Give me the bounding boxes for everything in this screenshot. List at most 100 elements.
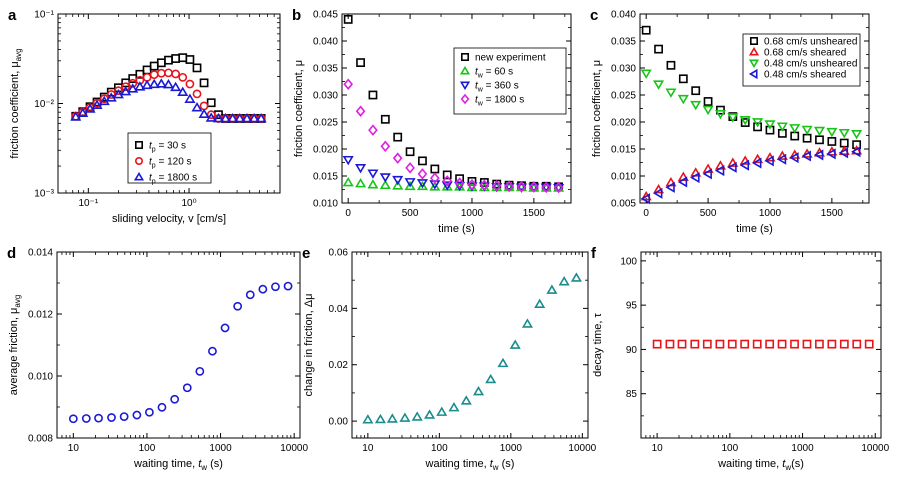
legend-entry: 0.48 cm/s unsheared (764, 59, 857, 70)
legend: tp = 30 s tp = 120 s tp = 1800 s (127, 132, 212, 186)
legend-marker (135, 141, 144, 150)
y-tick-label: 10⁻¹ (34, 10, 54, 21)
data-point (212, 112, 225, 123)
data-point (777, 339, 787, 349)
data-point (665, 181, 675, 193)
y-tick-label: 0.010 (28, 372, 53, 383)
x-axis-label: waiting time, tw (s) (133, 458, 223, 472)
data-point (149, 61, 159, 71)
x-tick-label: 100 (139, 443, 156, 454)
data-point (392, 152, 403, 164)
data-point (790, 131, 800, 141)
data-point (362, 414, 374, 424)
data-point (164, 55, 173, 65)
y-tick-label: 0.010 (611, 172, 636, 183)
data-point (790, 339, 799, 349)
series (343, 78, 564, 194)
x-tick-label: 10 (652, 443, 664, 454)
data-point (801, 150, 811, 162)
data-point (248, 112, 260, 123)
panel-label: e (302, 245, 310, 262)
data-point (206, 98, 216, 108)
data-point (752, 339, 762, 349)
legend-marker (749, 36, 758, 45)
data-point (157, 402, 167, 412)
legend-marker (460, 93, 470, 105)
data-point (764, 155, 774, 167)
data-point (120, 86, 132, 96)
legend-entry: 0.68 cm/s unsheared (764, 37, 857, 48)
data-point (851, 146, 861, 158)
data-point (162, 78, 175, 89)
data-point (121, 82, 131, 92)
data-point (170, 394, 180, 404)
data-point (702, 105, 714, 116)
data-point (208, 346, 217, 356)
data-point (342, 155, 354, 166)
data-point (355, 105, 366, 117)
data-point (404, 178, 416, 188)
data-point (764, 120, 776, 130)
x-tick-label: 10 (362, 443, 374, 454)
x-tick-label: 10⁰ (181, 198, 196, 209)
data-point (727, 161, 737, 173)
y-axis-label: average friction, μavg (8, 295, 22, 396)
data-point (827, 339, 837, 349)
data-point (258, 284, 268, 294)
data-point (233, 301, 243, 311)
data-point (714, 165, 725, 177)
y-tick-label: 0.010 (313, 199, 338, 210)
data-point (813, 147, 826, 157)
data-point (424, 409, 436, 419)
data-point (789, 124, 801, 134)
data-point (155, 78, 167, 88)
y-tick-label: 0.020 (611, 118, 636, 129)
data-point (191, 102, 203, 112)
data-point (485, 373, 497, 384)
data-point (178, 53, 188, 63)
legend-entry: 0.68 cm/s sheared (764, 48, 846, 59)
data-point (342, 176, 354, 187)
data-point (245, 290, 255, 300)
data-point (149, 70, 159, 80)
y-tick-label: 0.035 (313, 64, 338, 75)
data-point (813, 126, 826, 137)
data-point (665, 339, 675, 349)
data-point (521, 318, 533, 328)
y-tick-label: 0.012 (28, 310, 53, 321)
data-point (185, 55, 195, 64)
data-point (838, 128, 850, 139)
data-point (727, 113, 739, 123)
data-point (641, 25, 651, 35)
data-point (68, 414, 78, 424)
data-point (690, 100, 702, 111)
data-point (665, 88, 677, 98)
data-point (368, 124, 378, 136)
x-tick-label: 10⁻¹ (78, 198, 98, 209)
legend-marker (135, 157, 144, 166)
y-tick-label: 90 (626, 345, 638, 356)
y-tick-label: 0.008 (28, 434, 53, 445)
panel-label: d (7, 245, 16, 262)
x-tick-label: 0 (345, 208, 351, 219)
data-point (192, 89, 202, 99)
data-point (81, 414, 91, 423)
legend-marker (748, 59, 760, 69)
data-point (199, 101, 209, 111)
data-point (702, 168, 712, 180)
data-point (185, 79, 195, 89)
data-point (815, 339, 824, 349)
data-point (765, 339, 775, 349)
legend-entry: new experiment (475, 53, 546, 64)
data-point (107, 413, 116, 422)
y-tick-label: 0.00 (329, 417, 349, 428)
data-point (380, 114, 390, 124)
data-point (355, 178, 367, 188)
y-tick-label: 0.035 (611, 37, 636, 48)
legend-entry: tw = 360 s (475, 81, 519, 94)
legend-marker (748, 46, 760, 56)
data-point (472, 385, 485, 396)
y-axis-label: change in friction, Δμ (303, 294, 315, 397)
data-point (367, 179, 379, 189)
data-point (112, 88, 124, 99)
